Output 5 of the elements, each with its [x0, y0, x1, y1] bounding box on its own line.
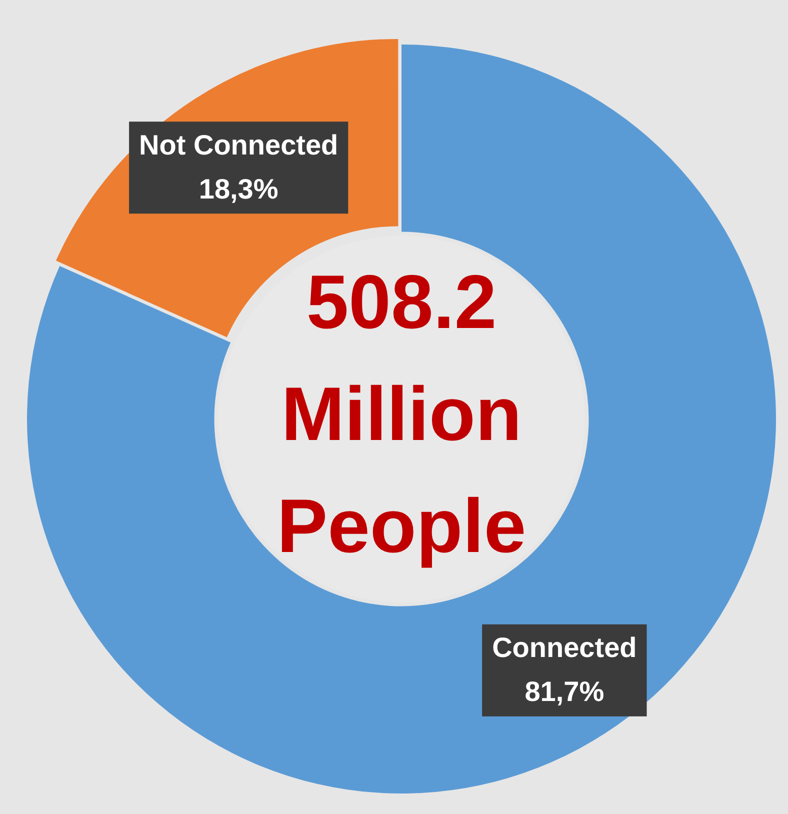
data-label: 18,3%: [198, 173, 278, 204]
data-label: 81,7%: [524, 676, 604, 708]
slice-label: Not Connected: [139, 129, 338, 160]
slice-label: Connected: [492, 632, 637, 664]
text: 508.2 Million People: [276, 260, 526, 569]
